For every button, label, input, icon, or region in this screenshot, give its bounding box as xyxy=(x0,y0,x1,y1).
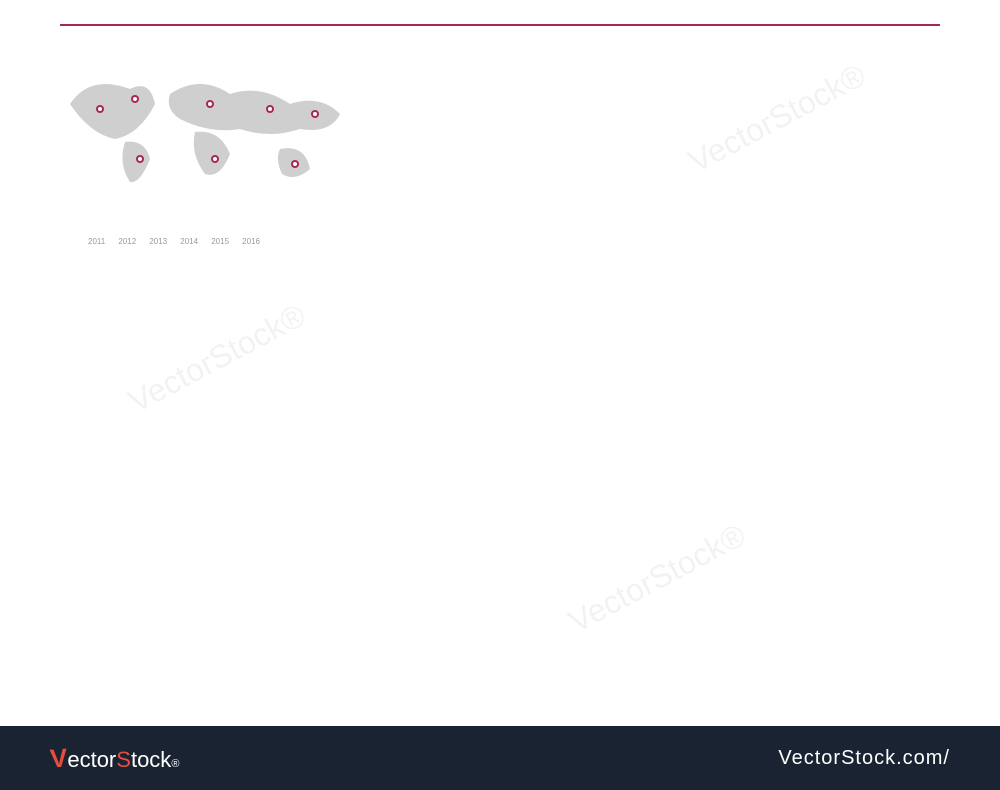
donut-chart xyxy=(430,306,590,466)
axis-tick: 2016 xyxy=(242,237,260,246)
footer-logo: VectorStock® xyxy=(50,743,179,774)
world-map xyxy=(60,64,350,194)
axis-tick: 2011 xyxy=(88,237,105,246)
watermark: VectorStock® xyxy=(123,297,312,421)
venn-diagram xyxy=(840,268,970,378)
watermark: VectorStock® xyxy=(563,517,752,641)
axis-tick: 2013 xyxy=(149,237,167,246)
footer: VectorStock® VectorStock.com/ xyxy=(0,726,1000,790)
axis-tick: 2014 xyxy=(180,237,198,246)
footer-id: VectorStock.com/ xyxy=(778,747,950,770)
bump-chart xyxy=(620,62,940,202)
title-divider xyxy=(60,24,940,26)
axis-tick: 2012 xyxy=(118,237,136,246)
layered-hex xyxy=(60,440,150,560)
axis-tick: 2015 xyxy=(211,237,229,246)
page-title xyxy=(0,0,1000,24)
